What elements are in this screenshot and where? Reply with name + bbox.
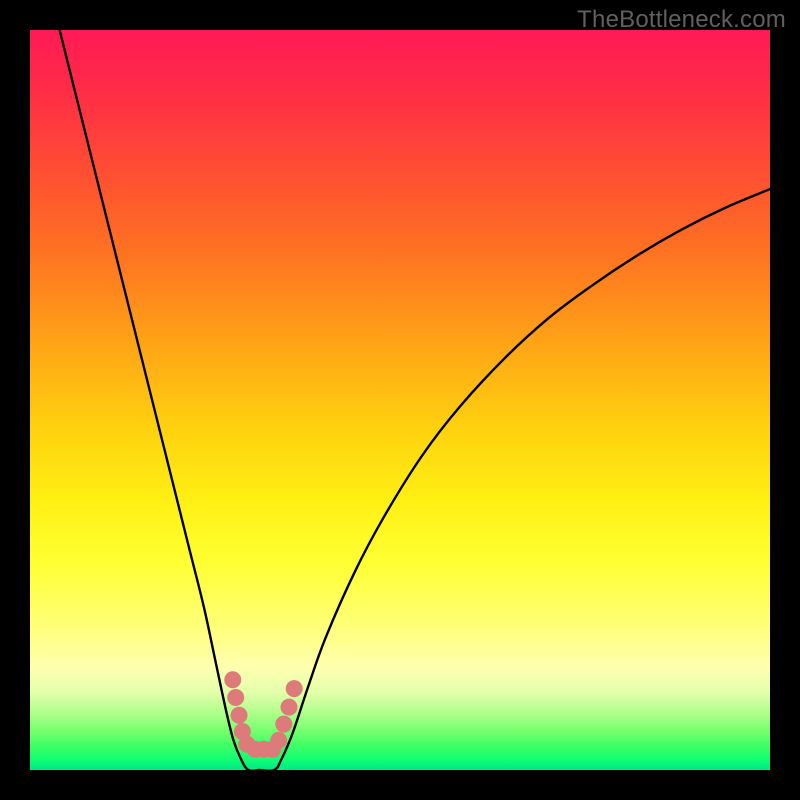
gradient-background xyxy=(30,30,770,770)
highlight-dot xyxy=(270,732,287,749)
plot-area xyxy=(30,30,770,770)
chart-root: TheBottleneck.com xyxy=(0,0,800,800)
highlight-dot xyxy=(231,707,248,724)
highlight-dot xyxy=(224,671,241,688)
highlight-dot xyxy=(227,689,244,706)
highlight-dot xyxy=(275,716,292,733)
highlight-dot xyxy=(281,699,298,716)
attribution-text: TheBottleneck.com xyxy=(577,6,786,34)
highlight-dot xyxy=(286,680,303,697)
plot-svg xyxy=(30,30,770,770)
